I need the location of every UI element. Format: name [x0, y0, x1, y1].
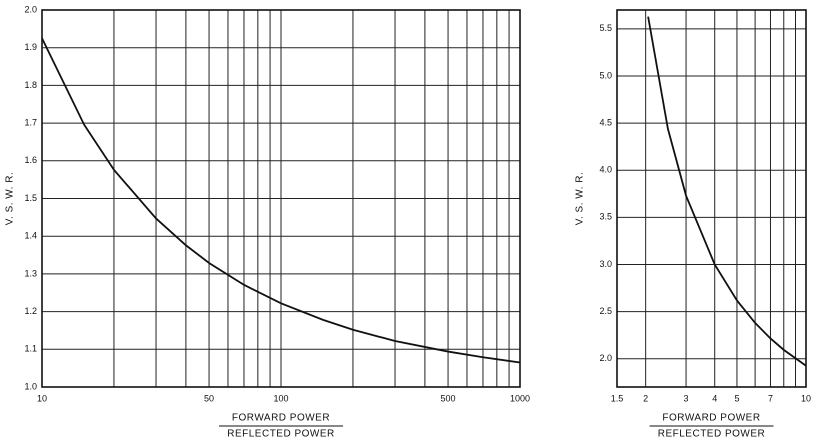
chart-panel: 2.0 2.5 3.0 3.5 4.0 4.5 5.0 5.5 1.5 2 3 4 5 7 10 V. S. …	[575, 9, 811, 440]
y-tick-label: 1.1	[24, 344, 37, 354]
x-tick-label: 3	[684, 393, 689, 403]
y-tick-label: 4.5	[599, 117, 612, 127]
x-tick-label: 10	[801, 393, 811, 403]
y-tick-label: 3.0	[599, 259, 612, 269]
y-tick-label: 4.0	[599, 165, 612, 175]
curve	[41, 37, 521, 364]
x-axis-label-denominator: REFLECTED POWER	[227, 429, 335, 440]
y-tick-label: 3.5	[599, 212, 612, 222]
y-tick-label: 1.0	[24, 381, 37, 391]
x-axis-label-denominator: REFLECTED POWER	[658, 429, 766, 440]
y-tick-label: 1.3	[24, 268, 37, 278]
y-tick-label: 1.5	[24, 193, 37, 203]
y-tick-label: 1.8	[24, 80, 37, 90]
curve	[647, 16, 807, 367]
y-tick-label: 5.5	[599, 23, 612, 33]
y-axis-label: V. S. W. R.	[5, 172, 16, 225]
plot-frame	[41, 9, 521, 388]
x-tick-label: 500	[441, 393, 456, 403]
chart-panel: 1.0 1.1 1.2 1.3 1.4 1.5 1.6 1.7 1.8 1.9 2.0 10 50 100…	[5, 4, 530, 439]
y-tick-label: 1.6	[24, 155, 37, 165]
x-axis-label-numerator: FORWARD POWER	[662, 413, 760, 424]
x-tick-label: 10	[37, 393, 47, 403]
y-tick-label: 5.0	[599, 70, 612, 80]
x-tick-label: 5	[734, 393, 739, 403]
y-tick-label: 2.5	[599, 306, 612, 316]
y-tick-label: 1.2	[24, 306, 37, 316]
x-axis-label-numerator: FORWARD POWER	[232, 413, 330, 424]
y-tick-label: 1.9	[24, 42, 37, 52]
x-tick-label: 2	[643, 393, 648, 403]
x-tick-label: 1.5	[611, 393, 624, 403]
y-tick-label: 2.0	[599, 353, 612, 363]
x-tick-label: 1000	[510, 393, 530, 403]
y-axis-label: V. S. W. R.	[575, 172, 586, 225]
x-tick-label: 100	[273, 393, 288, 403]
y-tick-label: 1.7	[24, 117, 37, 127]
x-tick-label: 7	[768, 393, 773, 403]
y-tick-label: 2.0	[24, 4, 37, 14]
x-tick-label: 4	[712, 393, 717, 403]
x-tick-label: 50	[204, 393, 214, 403]
plot-frame	[616, 9, 807, 388]
y-tick-label: 1.4	[24, 231, 37, 241]
